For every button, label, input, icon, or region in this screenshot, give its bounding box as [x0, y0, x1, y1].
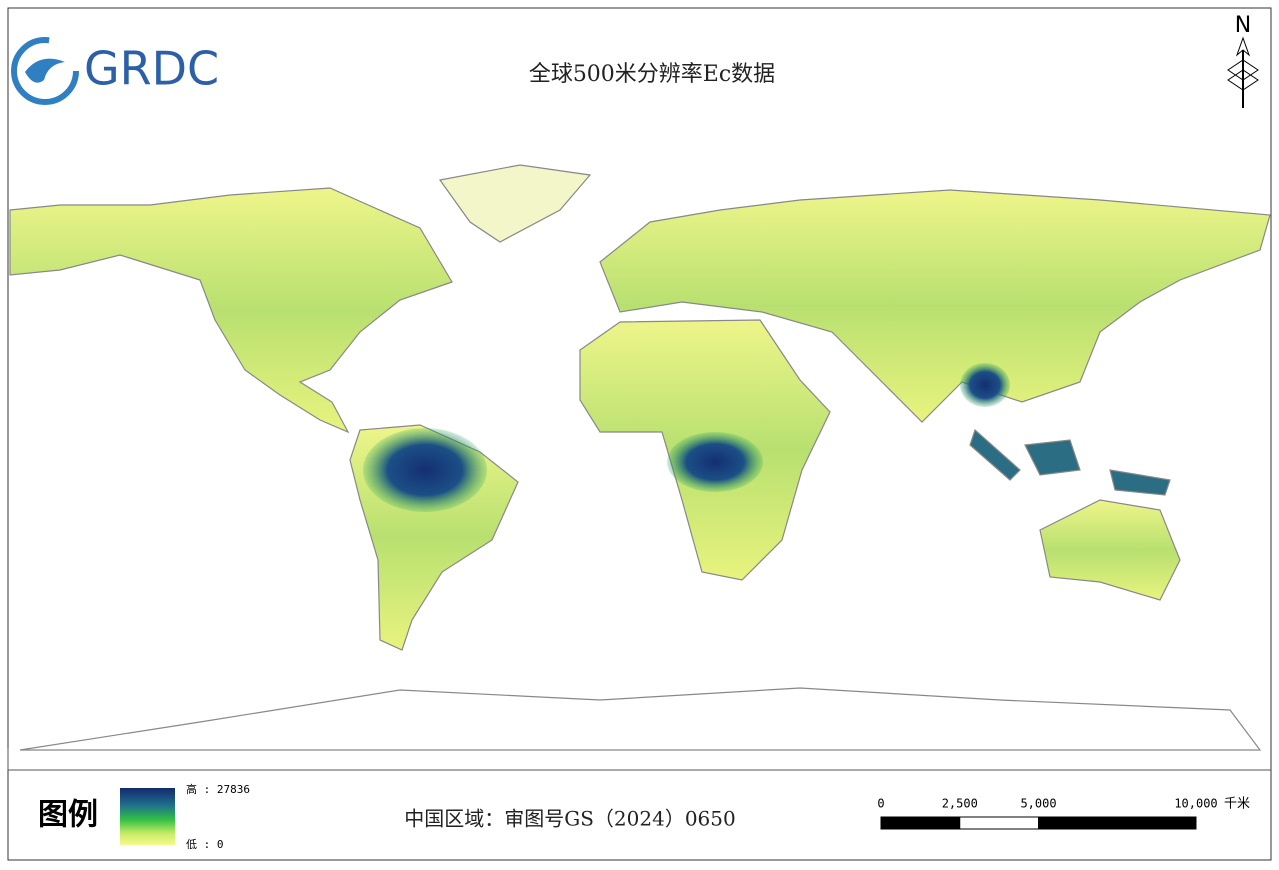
scale-bar-label: 5,000 [1020, 797, 1056, 811]
legend-gradient [120, 788, 175, 845]
map-title: 全球500米分辨率Ec数据 [529, 62, 775, 87]
approval-note: 中国区域：审图号GS（2024）0650 [404, 807, 735, 831]
logo: GRDC [11, 37, 219, 105]
scale-bar-segment [880, 816, 961, 830]
greenland [438, 164, 592, 243]
scale-bar-segment [1038, 816, 1197, 830]
antarctica [19, 687, 1262, 751]
dense-region-amazon [363, 428, 487, 512]
dense-region-indochina [960, 363, 1010, 407]
logo-swirl [25, 58, 65, 83]
scale-bar: 0 2,500 5,000 10,000 千米 [877, 797, 1250, 830]
australia [1039, 499, 1181, 601]
land-masses [9, 164, 1271, 751]
southeast-asia-islands [969, 428, 1171, 496]
logo-ring [11, 37, 79, 105]
scale-bar-segment [959, 816, 1039, 830]
scale-bar-label: 10,000 [1174, 797, 1217, 811]
scale-bar-label: 0 [877, 797, 884, 811]
north-arrow: N [1227, 13, 1259, 108]
legend-high: 高 : 27836 [186, 782, 250, 796]
legend-low: 低 : 0 [186, 838, 224, 851]
dense-region-congo [667, 432, 763, 492]
scale-bar-label: 2,500 [942, 797, 978, 811]
north-america [9, 187, 453, 434]
north-label: N [1235, 13, 1251, 38]
scale-bar-unit: 千米 [1224, 797, 1250, 812]
legend-title: 图例 [38, 798, 98, 833]
eurasia [599, 189, 1271, 423]
logo-text: GRDC [84, 42, 219, 96]
